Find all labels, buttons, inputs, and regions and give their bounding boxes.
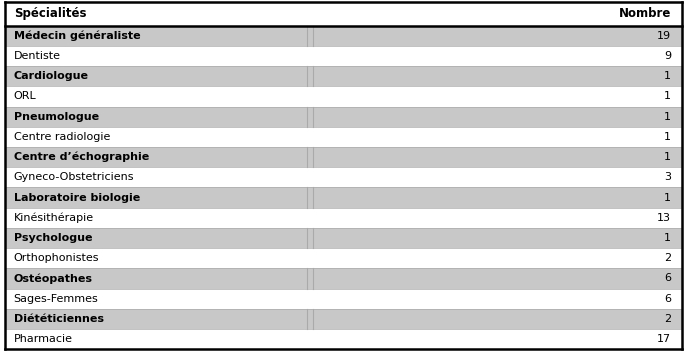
Bar xyxy=(5,187,682,208)
Text: 9: 9 xyxy=(664,51,671,61)
Text: 6: 6 xyxy=(664,273,671,284)
Bar xyxy=(5,46,682,66)
Text: Pneumologue: Pneumologue xyxy=(14,112,99,122)
Text: 1: 1 xyxy=(664,71,671,81)
Text: 19: 19 xyxy=(657,31,671,41)
Text: Médecin généraliste: Médecin généraliste xyxy=(14,31,140,41)
Text: Centre d’échographie: Centre d’échographie xyxy=(14,152,149,163)
Text: Dentiste: Dentiste xyxy=(14,51,60,61)
Text: 3: 3 xyxy=(664,172,671,182)
Text: Centre radiologie: Centre radiologie xyxy=(14,132,110,142)
Bar xyxy=(5,248,682,268)
Bar xyxy=(5,208,682,228)
Text: 1: 1 xyxy=(664,112,671,122)
Text: ORL: ORL xyxy=(14,91,36,101)
Text: 1: 1 xyxy=(664,193,671,203)
Bar xyxy=(5,147,682,167)
Text: 2: 2 xyxy=(664,314,671,324)
Text: 1: 1 xyxy=(664,233,671,243)
Text: 6: 6 xyxy=(664,294,671,304)
Bar xyxy=(5,2,682,26)
Text: Psychologue: Psychologue xyxy=(14,233,92,243)
Text: Cardiologue: Cardiologue xyxy=(14,71,89,81)
Text: Orthophonistes: Orthophonistes xyxy=(14,253,99,263)
Text: Pharmacie: Pharmacie xyxy=(14,334,73,344)
Bar xyxy=(5,268,682,289)
Text: Nombre: Nombre xyxy=(619,7,671,20)
Text: Diététiciennes: Diététiciennes xyxy=(14,314,104,324)
Text: Gyneco-Obstetriciens: Gyneco-Obstetriciens xyxy=(14,172,134,182)
Text: 17: 17 xyxy=(657,334,671,344)
Text: 2: 2 xyxy=(664,253,671,263)
Text: Ostéopathes: Ostéopathes xyxy=(14,273,93,284)
Bar xyxy=(5,309,682,329)
Text: 1: 1 xyxy=(664,152,671,162)
Text: Laboratoire biologie: Laboratoire biologie xyxy=(14,193,140,203)
Text: Sages-Femmes: Sages-Femmes xyxy=(14,294,98,304)
Bar xyxy=(5,66,682,86)
Bar xyxy=(5,228,682,248)
Text: 13: 13 xyxy=(657,213,671,223)
Bar xyxy=(5,329,682,349)
Bar xyxy=(5,289,682,309)
Text: Kinésithérapie: Kinésithérapie xyxy=(14,212,94,223)
Bar xyxy=(5,106,682,127)
Bar xyxy=(5,86,682,106)
Text: Spécialités: Spécialités xyxy=(14,7,87,20)
Bar xyxy=(5,167,682,187)
Bar xyxy=(5,127,682,147)
Text: 1: 1 xyxy=(664,132,671,142)
Text: 1: 1 xyxy=(664,91,671,101)
Bar xyxy=(5,26,682,46)
